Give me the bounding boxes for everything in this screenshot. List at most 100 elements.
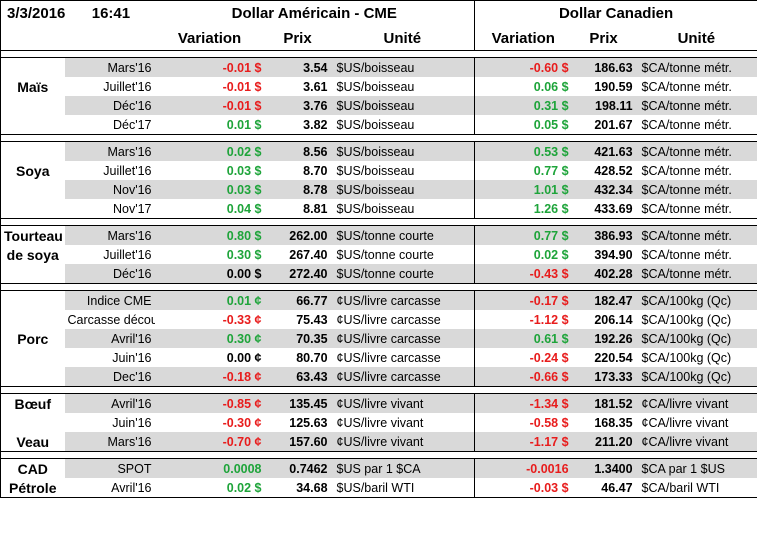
cad-price: 220.54	[594, 350, 633, 365]
usd-variation: -0.33 ¢	[222, 312, 262, 327]
section-separator	[0, 50, 757, 58]
category-label: Tourteau	[4, 227, 63, 244]
cad-unit: $CA/100kg (Qc)	[635, 329, 757, 348]
cad-price: 428.52	[594, 163, 633, 178]
usd-unit: ¢US/livre vivant	[330, 432, 475, 452]
category-label	[1, 413, 65, 432]
contract-month: Avril'16	[64, 393, 155, 413]
usd-price: 75.43	[296, 312, 328, 327]
usd-variation: -0.01 $	[154, 96, 265, 115]
cad-group-title: Dollar Canadien	[474, 0, 757, 26]
cad-unit: $CA/100kg (Qc)	[641, 312, 732, 327]
usd-variation: -0.85 ¢	[154, 393, 265, 413]
quotes-table: 3/3/2016 16:41 Dollar Américain - CME Do…	[0, 0, 757, 498]
category-label: Bœuf	[14, 395, 52, 412]
usd-price: 3.54	[264, 57, 331, 77]
table-row: Tourteau Mars'16 0.80 $262.00 $US/tonne cou…	[1, 225, 757, 245]
usd-unit: $US/tonne courte	[330, 225, 475, 245]
usd-unit: $US/boisseau	[330, 57, 475, 77]
category-label: CAD	[17, 460, 48, 477]
usd-variation: -0.01 $	[222, 79, 262, 94]
cad-variation: 1.26 $	[474, 199, 572, 219]
cad-variation: -0.03 $	[474, 478, 572, 498]
usd-price: 272.40	[264, 264, 331, 284]
cad-variation: -0.0016	[474, 458, 572, 478]
usd-price: 8.81	[303, 201, 328, 216]
cad-unit: $CA/tonne métr.	[635, 141, 757, 161]
cad-unit: $CA/100kg (Qc)	[635, 367, 757, 387]
table-row: Déc'16 0.00 $272.40 $US/tonne courte -0.43 …	[1, 264, 757, 284]
cad-unit: $CA/tonne métr.	[641, 79, 732, 94]
table-row: Déc'16 -0.01 $3.76 $US/boisseau 0.31 $198.1…	[1, 96, 757, 115]
usd-unit: $US/boisseau	[336, 201, 415, 216]
usd-variation: 0.30 $	[226, 247, 262, 262]
cad-variation: -0.58 $	[474, 413, 572, 432]
cad-variation: -1.17 $	[474, 432, 572, 452]
usd-price: 3.76	[264, 96, 331, 115]
category-label	[1, 115, 65, 135]
usd-price: 262.00	[264, 225, 331, 245]
usd-price: 0.7462	[264, 458, 331, 478]
contract-month: Mars'16	[64, 141, 155, 161]
cad-variation: 0.06 $	[474, 77, 572, 96]
contract-month: Juillet'16	[103, 79, 152, 94]
usd-unit: ¢US/livre carcasse	[336, 350, 441, 365]
usd-col-variation: Variation	[177, 29, 242, 47]
usd-price: 8.78	[264, 180, 331, 199]
cad-unit: $CA/tonne métr.	[641, 247, 732, 262]
table-row: Mars'16 0.02 $8.56 $US/boisseau 0.53 $421.6…	[1, 141, 757, 161]
usd-variation: 0.02 $	[226, 480, 262, 495]
cad-price: 206.14	[594, 312, 633, 327]
contract-month: Mars'16	[64, 225, 155, 245]
usd-unit: ¢US/livre carcasse	[336, 312, 441, 327]
cad-price: 433.69	[594, 201, 633, 216]
cad-price: 421.63	[571, 141, 636, 161]
usd-price: 63.43	[264, 367, 331, 387]
category-label: Maïs	[17, 78, 49, 95]
usd-variation: 0.01 ¢	[154, 290, 265, 310]
date-time-cell: 3/3/2016 16:41	[1, 1, 155, 27]
category-label: Pétrole	[9, 479, 57, 496]
usd-price: 8.70	[303, 163, 328, 178]
cad-price: 402.28	[571, 264, 636, 284]
cad-col-unite: Unité	[677, 29, 716, 47]
usd-variation: 0.30 ¢	[154, 329, 265, 348]
cad-variation: -1.34 $	[474, 393, 572, 413]
usd-unit: ¢US/livre vivant	[330, 393, 475, 413]
table-row: Bœuf Avril'16 -0.85 ¢ 135.45 ¢US/livre vivan…	[1, 393, 757, 413]
cad-col-variation: Variation	[474, 26, 572, 51]
table-row: de soya Juillet'16 0.30 $ 267.40 $US/tonne c…	[1, 245, 757, 264]
contract-month: Nov'17	[112, 201, 152, 216]
usd-variation: -0.70 ¢	[154, 432, 265, 452]
header-row-columns: Variation Prix Unité Variation Prix Unit…	[1, 26, 757, 51]
usd-variation: 0.80 $	[154, 225, 265, 245]
usd-variation: 0.01 $	[226, 117, 262, 132]
cad-price: 432.34	[571, 180, 636, 199]
category-label	[1, 199, 65, 219]
usd-price: 3.82	[303, 117, 328, 132]
usd-unit: $US/tonne courte	[336, 247, 434, 262]
table-row: Déc'17 0.01 $ 3.82 $US/boisseau 0.05 $ 201.67…	[1, 115, 757, 135]
cad-unit: ¢CA/livre vivant	[635, 432, 757, 452]
table-row: Carcasse découpée -0.33 ¢ 75.43 ¢US/livre c…	[1, 310, 757, 329]
cad-unit: $CA par 1 $US	[635, 458, 757, 478]
cad-price: 394.90	[594, 247, 633, 262]
cad-variation: 0.77 $	[474, 225, 572, 245]
table-row: Nov'17 0.04 $ 8.81 $US/boisseau 1.26 $ 433.69…	[1, 199, 757, 219]
table-row: CAD SPOT 0.0008 0.7462 $US par 1 $CA -0.0016 1…	[1, 458, 757, 478]
cad-price: 173.33	[571, 367, 636, 387]
cad-variation: 0.77 $	[474, 161, 572, 180]
contract-month: Avril'16	[111, 480, 152, 495]
table-row: Soya Juillet'16 0.03 $ 8.70 $US/boisseau 0.77…	[1, 161, 757, 180]
usd-price: 70.35	[264, 329, 331, 348]
cad-unit: $CA/tonne métr.	[635, 225, 757, 245]
cad-price: 182.47	[571, 290, 636, 310]
section-separator	[0, 283, 757, 291]
category-label	[1, 264, 65, 284]
cad-unit: $CA/tonne métr.	[641, 201, 732, 216]
cad-unit: $CA/100kg (Qc)	[641, 350, 732, 365]
usd-unit: $US/boisseau	[336, 117, 415, 132]
category-label	[1, 96, 65, 115]
cad-variation: -1.12 $	[474, 310, 572, 329]
usd-variation: -0.18 ¢	[154, 367, 265, 387]
